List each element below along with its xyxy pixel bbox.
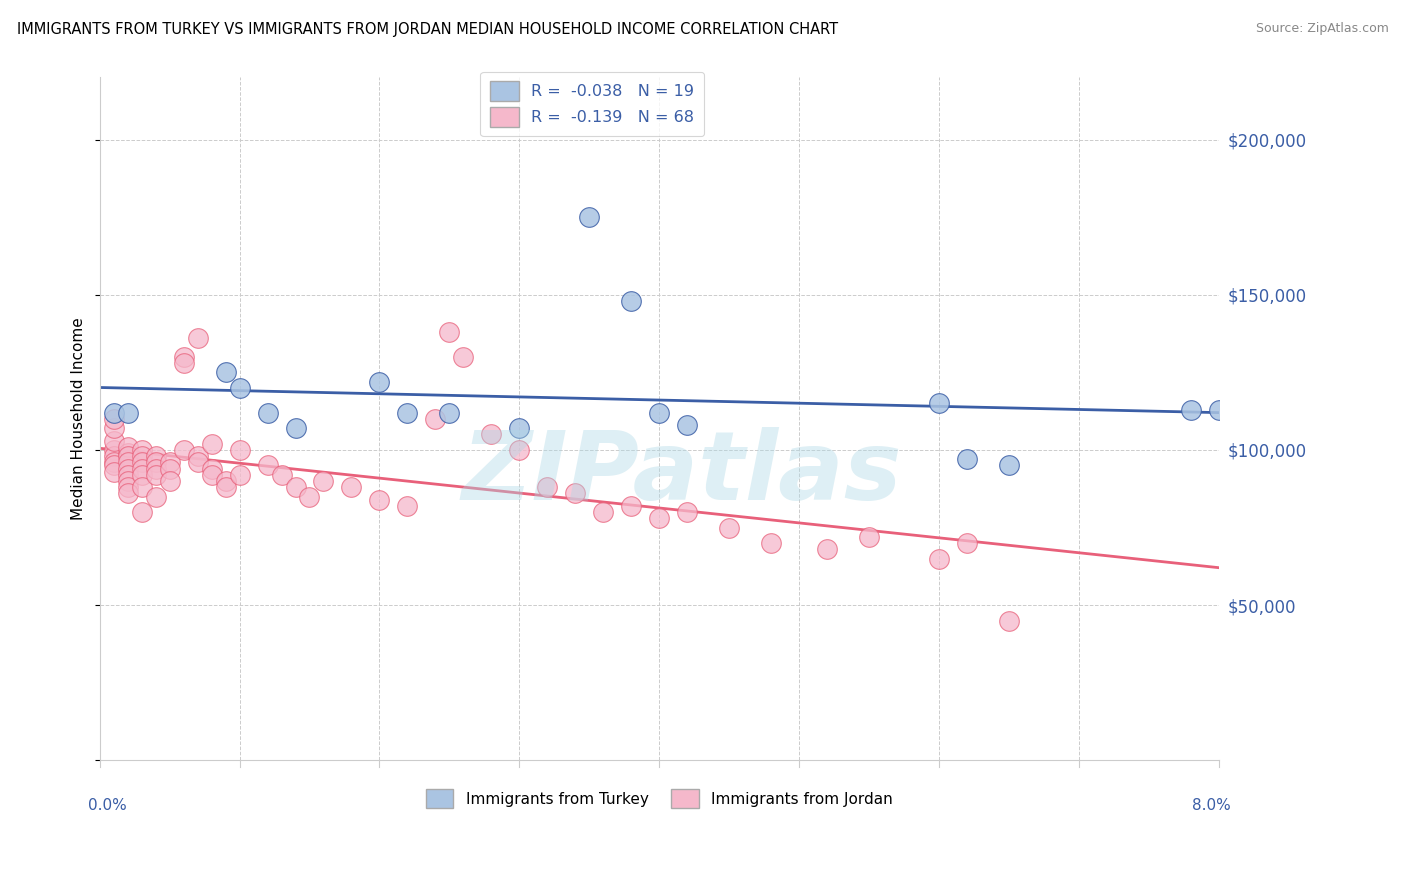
Point bbox=[200, 461, 222, 475]
Point bbox=[425, 412, 447, 426]
Point bbox=[131, 467, 153, 482]
Y-axis label: Median Household Income: Median Household Income bbox=[72, 318, 86, 520]
Point bbox=[117, 446, 139, 460]
Point bbox=[284, 421, 307, 435]
Point bbox=[117, 455, 139, 469]
Point bbox=[956, 452, 979, 467]
Point bbox=[439, 325, 461, 339]
Point bbox=[214, 365, 236, 379]
Point bbox=[103, 458, 125, 473]
Point bbox=[270, 467, 292, 482]
Point bbox=[159, 461, 181, 475]
Point bbox=[536, 480, 558, 494]
Point bbox=[145, 455, 167, 469]
Point bbox=[117, 440, 139, 454]
Point bbox=[956, 536, 979, 550]
Point bbox=[145, 490, 167, 504]
Point bbox=[256, 406, 278, 420]
Point bbox=[117, 474, 139, 488]
Point bbox=[145, 449, 167, 463]
Point bbox=[620, 293, 643, 308]
Point bbox=[578, 210, 600, 224]
Point bbox=[453, 350, 475, 364]
Point bbox=[103, 434, 125, 448]
Point bbox=[620, 499, 643, 513]
Point bbox=[131, 480, 153, 494]
Point bbox=[214, 474, 236, 488]
Point bbox=[186, 331, 208, 345]
Point bbox=[173, 356, 195, 370]
Point bbox=[103, 412, 125, 426]
Point bbox=[718, 520, 741, 534]
Point bbox=[131, 505, 153, 519]
Point bbox=[928, 396, 950, 410]
Point bbox=[117, 406, 139, 420]
Point bbox=[145, 467, 167, 482]
Point bbox=[858, 530, 880, 544]
Point bbox=[117, 461, 139, 475]
Point bbox=[200, 436, 222, 450]
Point bbox=[481, 427, 503, 442]
Point bbox=[648, 511, 671, 525]
Text: 0.0%: 0.0% bbox=[89, 798, 127, 813]
Point bbox=[508, 421, 530, 435]
Point bbox=[676, 418, 699, 433]
Point bbox=[186, 455, 208, 469]
Point bbox=[228, 467, 250, 482]
Point bbox=[103, 449, 125, 463]
Point bbox=[1208, 402, 1230, 417]
Point bbox=[256, 458, 278, 473]
Point bbox=[396, 499, 419, 513]
Point bbox=[103, 406, 125, 420]
Point bbox=[648, 406, 671, 420]
Point bbox=[998, 458, 1021, 473]
Text: IMMIGRANTS FROM TURKEY VS IMMIGRANTS FROM JORDAN MEDIAN HOUSEHOLD INCOME CORRELA: IMMIGRANTS FROM TURKEY VS IMMIGRANTS FRO… bbox=[17, 22, 838, 37]
Point bbox=[159, 455, 181, 469]
Point bbox=[214, 480, 236, 494]
Point bbox=[564, 486, 586, 500]
Point bbox=[117, 480, 139, 494]
Point bbox=[103, 421, 125, 435]
Point bbox=[284, 480, 307, 494]
Point bbox=[396, 406, 419, 420]
Text: Source: ZipAtlas.com: Source: ZipAtlas.com bbox=[1256, 22, 1389, 36]
Point bbox=[200, 467, 222, 482]
Point bbox=[173, 350, 195, 364]
Point bbox=[131, 442, 153, 457]
Point bbox=[131, 455, 153, 469]
Point bbox=[676, 505, 699, 519]
Text: ZIPatlas: ZIPatlas bbox=[461, 427, 903, 520]
Point bbox=[117, 467, 139, 482]
Point bbox=[228, 381, 250, 395]
Point bbox=[368, 375, 391, 389]
Point bbox=[228, 442, 250, 457]
Point bbox=[117, 486, 139, 500]
Point bbox=[131, 449, 153, 463]
Point bbox=[340, 480, 363, 494]
Point bbox=[928, 551, 950, 566]
Legend: Immigrants from Turkey, Immigrants from Jordan: Immigrants from Turkey, Immigrants from … bbox=[420, 783, 898, 814]
Point bbox=[1180, 402, 1202, 417]
Point bbox=[312, 474, 335, 488]
Point bbox=[186, 449, 208, 463]
Point bbox=[103, 465, 125, 479]
Point bbox=[145, 461, 167, 475]
Point bbox=[592, 505, 614, 519]
Point bbox=[439, 406, 461, 420]
Point bbox=[103, 442, 125, 457]
Point bbox=[508, 442, 530, 457]
Point bbox=[173, 442, 195, 457]
Point bbox=[298, 490, 321, 504]
Point bbox=[103, 455, 125, 469]
Point bbox=[117, 449, 139, 463]
Text: 8.0%: 8.0% bbox=[1192, 798, 1230, 813]
Point bbox=[368, 492, 391, 507]
Point bbox=[998, 614, 1021, 628]
Point bbox=[131, 461, 153, 475]
Point bbox=[761, 536, 783, 550]
Point bbox=[159, 474, 181, 488]
Point bbox=[815, 542, 838, 557]
